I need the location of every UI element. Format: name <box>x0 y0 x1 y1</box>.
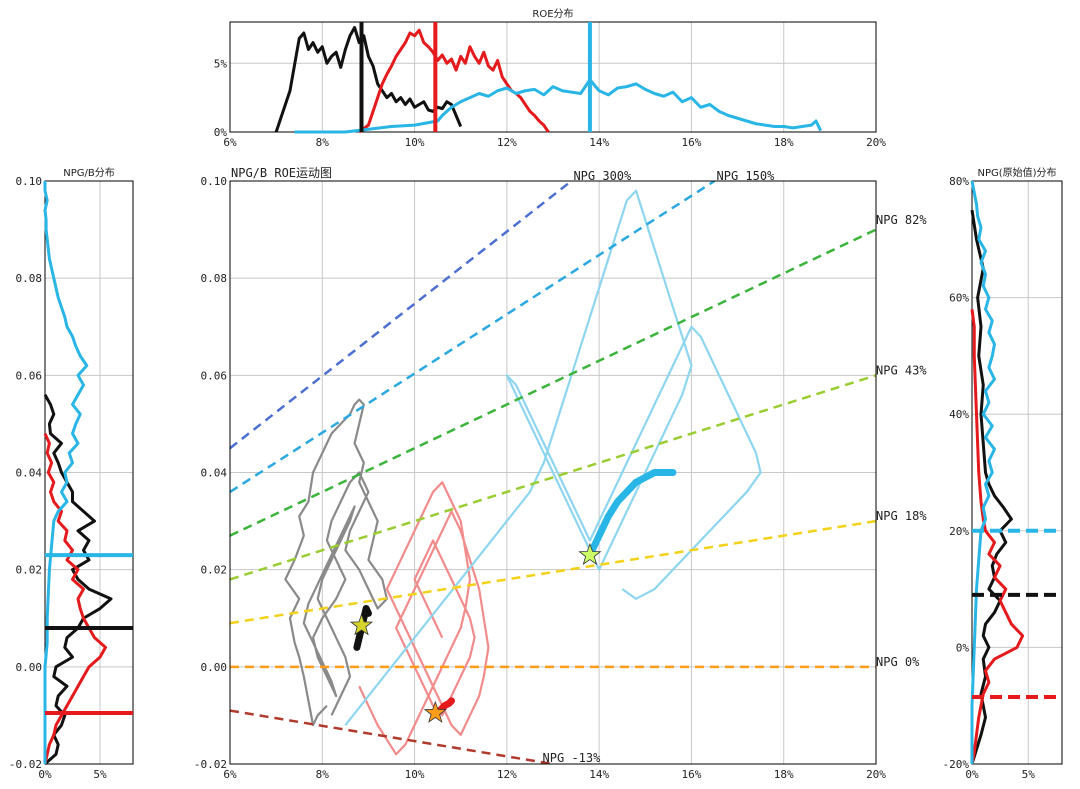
panel-frame <box>229 180 877 765</box>
y-tick-label: 0% <box>956 641 970 654</box>
npg-line-label: NPG 300% <box>573 169 632 183</box>
x-tick-label: 6% <box>223 136 237 149</box>
y-tick-label: 0% <box>214 126 228 139</box>
y-tick-label: 0.10 <box>16 175 43 188</box>
npg-line-label: NPG -13% <box>543 751 602 765</box>
y-tick-label: 0.06 <box>16 369 43 382</box>
series-line-red <box>358 28 550 134</box>
y-tick-label: 60% <box>949 292 969 305</box>
chart-title: NPG/B分布 <box>63 167 115 179</box>
series-line-blue <box>970 180 996 764</box>
panel-frame <box>229 21 877 133</box>
chart-title: NPG(原始值)分布 <box>977 166 1056 179</box>
star-marker <box>349 613 374 636</box>
x-tick-label: 5% <box>1022 768 1036 781</box>
x-tick-label: 8% <box>316 136 330 149</box>
y-tick-label: 0.10 <box>201 175 228 188</box>
y-tick-label: 0.08 <box>16 272 43 285</box>
x-tick-label: 12% <box>497 136 517 149</box>
trajectory-lightblue <box>344 189 762 726</box>
series-line-black <box>43 394 113 766</box>
panel-frame <box>44 180 134 765</box>
npg-line <box>230 519 876 625</box>
y-tick-label: 40% <box>949 408 969 421</box>
npg-line-label: NPG 0% <box>876 655 920 669</box>
y-tick-label: 0.04 <box>201 467 228 480</box>
y-tick-label: 5% <box>214 57 228 70</box>
x-tick-label: 18% <box>774 768 794 781</box>
npg-line-label: NPG 150% <box>717 169 776 183</box>
npg-line-label: NPG 18% <box>876 509 927 523</box>
x-tick-label: 18% <box>774 136 794 149</box>
y-tick-label: 20% <box>949 525 969 538</box>
series-line-black <box>274 26 463 133</box>
x-tick-label: 10% <box>405 768 425 781</box>
npg-line <box>230 228 876 537</box>
x-tick-label: 0% <box>965 768 979 781</box>
npg-line <box>230 181 573 450</box>
y-tick-label: 0.04 <box>16 467 43 480</box>
x-tick-label: 20% <box>866 768 886 781</box>
y-tick-label: -0.02 <box>9 758 42 771</box>
y-tick-label: 0.08 <box>201 272 228 285</box>
npg-line <box>230 709 554 764</box>
x-tick-label: 14% <box>589 136 609 149</box>
series-line-blue <box>43 181 89 764</box>
star-marker <box>578 542 602 565</box>
x-tick-label: 10% <box>405 136 425 149</box>
y-tick-label: 0.00 <box>16 661 43 674</box>
x-tick-label: 5% <box>93 768 107 781</box>
y-tick-label: 0.02 <box>16 564 43 577</box>
recent-trajectory-blue <box>586 469 677 559</box>
series-line-red <box>43 433 107 765</box>
star-marker <box>423 700 447 723</box>
y-tick-label: 0.02 <box>201 564 228 577</box>
x-tick-label: 16% <box>681 136 701 149</box>
series-line-blue <box>294 78 822 134</box>
npg-line-label: NPG 43% <box>876 363 927 377</box>
npg-line <box>230 374 876 581</box>
plot-area <box>230 181 876 764</box>
trajectory-grey <box>284 398 388 727</box>
chart-title: NPG/B ROE运动图 <box>231 166 332 180</box>
y-tick-label: 0.00 <box>201 661 228 674</box>
x-tick-label: 8% <box>316 768 330 781</box>
x-tick-label: 6% <box>223 768 237 781</box>
panel-frame <box>971 180 1063 765</box>
x-tick-label: 20% <box>866 136 886 149</box>
x-tick-label: 0% <box>38 768 52 781</box>
npg-line <box>230 181 716 493</box>
x-tick-label: 16% <box>681 768 701 781</box>
y-tick-label: -0.02 <box>194 758 227 771</box>
x-tick-label: 14% <box>589 768 609 781</box>
trajectory-pink <box>358 481 490 756</box>
y-tick-label: 0.06 <box>201 369 228 382</box>
npg-line-label: NPG 82% <box>876 213 927 227</box>
y-tick-label: 80% <box>949 175 969 188</box>
chart-title: ROE分布 <box>532 8 573 20</box>
series-line-black <box>970 209 1013 765</box>
x-tick-label: 12% <box>497 768 517 781</box>
y-tick-label: -20% <box>943 758 970 771</box>
